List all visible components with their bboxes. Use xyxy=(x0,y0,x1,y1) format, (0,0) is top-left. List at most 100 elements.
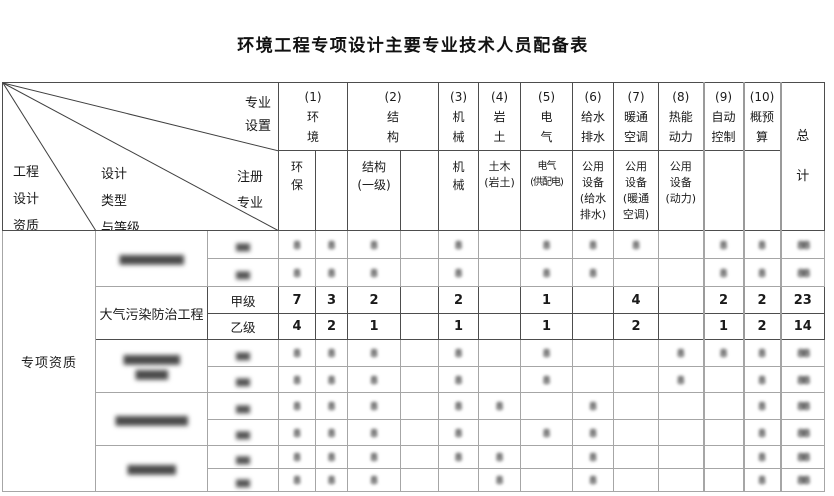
value-text: 8 xyxy=(454,238,463,252)
value-cell: 2 xyxy=(702,286,745,314)
value-cell xyxy=(572,366,615,393)
value-cell: 8 xyxy=(478,445,522,469)
value-text: 2 xyxy=(631,319,641,334)
value-text: 8 xyxy=(370,373,378,387)
value-cell: 8 xyxy=(572,258,615,287)
qualification-cell: 专项资质 xyxy=(2,230,96,492)
value-cell: 8 xyxy=(658,366,705,393)
grade-label: ▆▆ xyxy=(236,430,250,440)
project-name-cell: ▆▆▆▆▆▆▆▆▆ xyxy=(95,392,208,446)
value-cell: 8 xyxy=(278,445,317,469)
value-cell xyxy=(702,468,745,492)
value-cell: 8 xyxy=(742,230,782,259)
value-cell: 8 xyxy=(438,366,480,393)
value-cell: 8 xyxy=(347,366,402,393)
table-row: ▆▆ 8 8 8 8 8 8 88 xyxy=(3,468,826,492)
value-cell xyxy=(702,445,745,469)
grade-label: ▆▆ xyxy=(236,242,250,252)
table-row: 大气污染防治工程 甲级 7 3 2 2 1 4 2 2 23 xyxy=(3,286,826,340)
grade-cell: ▆▆ xyxy=(206,468,280,492)
value-text: 2 xyxy=(326,319,337,334)
value-cell: 8 xyxy=(520,339,574,367)
value-text: 8 xyxy=(542,238,551,252)
value-cell xyxy=(400,392,440,420)
grade-label: 甲级 xyxy=(230,293,256,309)
grade-label: ▆▆ xyxy=(236,270,250,280)
value-cell xyxy=(613,419,660,446)
value-cell: 8 xyxy=(702,339,745,367)
col-total: 总 计 xyxy=(779,82,826,231)
value-text: 3 xyxy=(326,292,337,308)
value-cell: 88 xyxy=(779,258,826,287)
value-cell: 8 xyxy=(742,258,782,287)
value-text: 8 xyxy=(589,266,597,280)
value-cell xyxy=(478,419,522,446)
value-text: 8 xyxy=(327,426,336,440)
sub-col-structure-extra xyxy=(400,150,440,231)
project-name: ▆▆▆▆▆▆▆▆ xyxy=(119,252,184,265)
value-cell: 7 xyxy=(278,286,317,314)
table-row: ▆▆ 8 8 8 8 8 8 8 88 xyxy=(3,419,826,446)
table-row: 专项资质 ▆▆▆▆▆▆▆▆ ▆▆ 8 8 8 8 8 8 8 8 8 88 xyxy=(2,230,826,492)
value-text: 8 xyxy=(327,474,336,487)
value-cell: 8 xyxy=(347,230,402,259)
value-text: 88 xyxy=(797,238,810,252)
value-text: 88 xyxy=(797,266,810,280)
value-text: 8 xyxy=(542,266,551,280)
value-cell: 8 xyxy=(315,366,349,393)
corner-label-engineering-design-qualification: 工程 设计 资质 xyxy=(13,165,40,231)
value-cell xyxy=(400,366,440,393)
col-group-thermal-power: (8) 热能 动力 xyxy=(658,82,705,151)
value-cell: 8 xyxy=(278,258,317,287)
value-text: 88 xyxy=(797,451,810,464)
value-cell: 8 xyxy=(742,419,782,446)
diagonal-lines xyxy=(3,83,278,230)
value-text: 8 xyxy=(758,347,766,360)
value-cell xyxy=(400,468,440,492)
value-text: 8 xyxy=(495,400,504,413)
value-text: 8 xyxy=(370,400,378,413)
value-cell xyxy=(658,230,705,259)
value-cell: 2 xyxy=(438,286,480,314)
value-cell: 14 xyxy=(779,313,826,340)
value-text: 8 xyxy=(495,451,504,464)
value-cell: 8 xyxy=(347,392,402,420)
sub-col-structure-grade1: 结构 (一级) xyxy=(347,150,402,231)
value-text: 4 xyxy=(292,319,302,334)
grade-cell: ▆▆ xyxy=(206,258,280,287)
value-cell: 8 xyxy=(315,258,349,287)
corner-label-profession-setup: 专业 设置 xyxy=(245,96,272,134)
sub-col-utility-power: 公用 设备 (动力) xyxy=(658,150,705,231)
value-cell: 8 xyxy=(438,339,480,367)
value-text: 8 xyxy=(758,400,766,413)
value-text: 2 xyxy=(757,319,767,334)
value-text: 8 xyxy=(370,238,378,252)
value-text: 23 xyxy=(793,292,812,308)
project-name-cell: ▆▆▆▆▆▆ xyxy=(95,445,208,492)
value-text: 8 xyxy=(454,266,463,280)
value-text: 8 xyxy=(758,373,766,387)
value-cell: 2 xyxy=(742,313,782,340)
value-cell xyxy=(520,392,574,420)
grade-label: ▆▆ xyxy=(236,377,250,387)
value-text: 8 xyxy=(293,373,301,387)
value-text: 8 xyxy=(293,238,301,252)
value-cell xyxy=(400,445,440,469)
value-cell xyxy=(658,445,705,469)
value-cell: 1 xyxy=(702,313,745,340)
value-cell: 8 xyxy=(278,366,317,393)
value-text: 8 xyxy=(454,426,463,440)
value-cell: 8 xyxy=(278,230,317,259)
value-text: 8 xyxy=(542,347,551,360)
header-row-groups: 专业 设置 注册 专业 设计 类型 与等级 工程 设计 资质 (1) 环 境 (… xyxy=(1,82,826,231)
table-row: ▆▆▆▆▆▆▆▆▆ ▆▆ 8 8 8 8 8 8 8 88 xyxy=(3,392,826,446)
value-text: 8 xyxy=(327,451,336,464)
value-text: 8 xyxy=(758,451,766,464)
value-text: 4 xyxy=(631,292,641,308)
value-cell xyxy=(400,286,440,314)
value-cell: 8 xyxy=(278,392,317,420)
value-text: 8 xyxy=(327,266,336,280)
value-cell xyxy=(478,313,522,340)
value-cell xyxy=(658,392,705,420)
